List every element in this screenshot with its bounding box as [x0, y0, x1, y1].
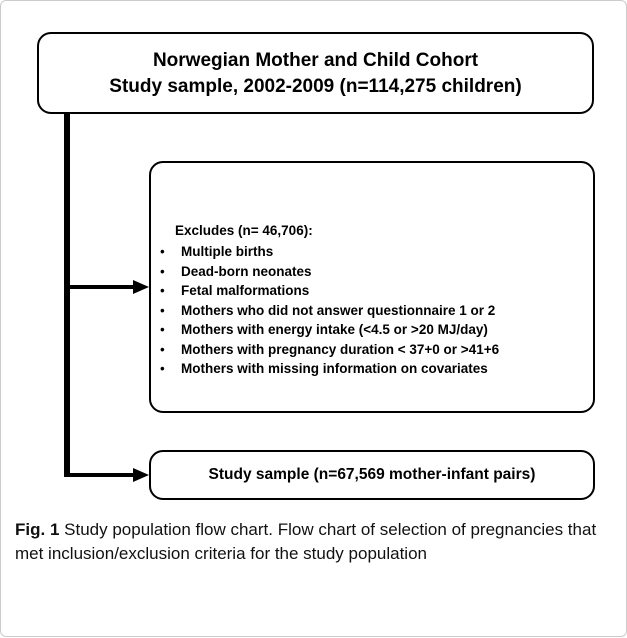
- exclusion-heading: Excludes (n= 46,706):: [175, 223, 313, 238]
- caption-label: Fig. 1: [15, 520, 60, 539]
- top-line: Norwegian Mother and Child Cohort: [152, 50, 479, 71]
- exclusion-box: Excludes (n= 46,706): Multiple birthsDea…: [149, 161, 595, 413]
- exclusion-list: Multiple birthsDead-born neonatesFetal m…: [151, 242, 593, 379]
- arrow-head: [133, 468, 149, 482]
- exclusion-item: Mothers who did not answer questionnaire…: [151, 301, 593, 321]
- exclusion-item: Dead-born neonates: [151, 262, 593, 282]
- arrow-head: [133, 280, 149, 294]
- exclusion-item: Fetal malformations: [151, 281, 593, 301]
- exclusion-item: Mothers with energy intake (<4.5 or >20 …: [151, 320, 593, 340]
- exclusion-item: Mothers with pregnancy duration < 37+0 o…: [151, 340, 593, 360]
- caption: Fig. 1 Study population flow chart. Flow…: [15, 518, 605, 566]
- top-line: Study sample, 2002-2009 (n=114,275 child…: [109, 76, 522, 97]
- bottom-box: Study sample (n=67,569 mother-infant pai…: [149, 450, 595, 500]
- top-box: Norwegian Mother and Child Cohort Study …: [37, 32, 594, 114]
- caption-text: Study population flow chart. Flow chart …: [15, 520, 597, 563]
- exclusion-item: Mothers with missing information on cova…: [151, 359, 593, 379]
- exclusion-item: Multiple births: [151, 242, 593, 262]
